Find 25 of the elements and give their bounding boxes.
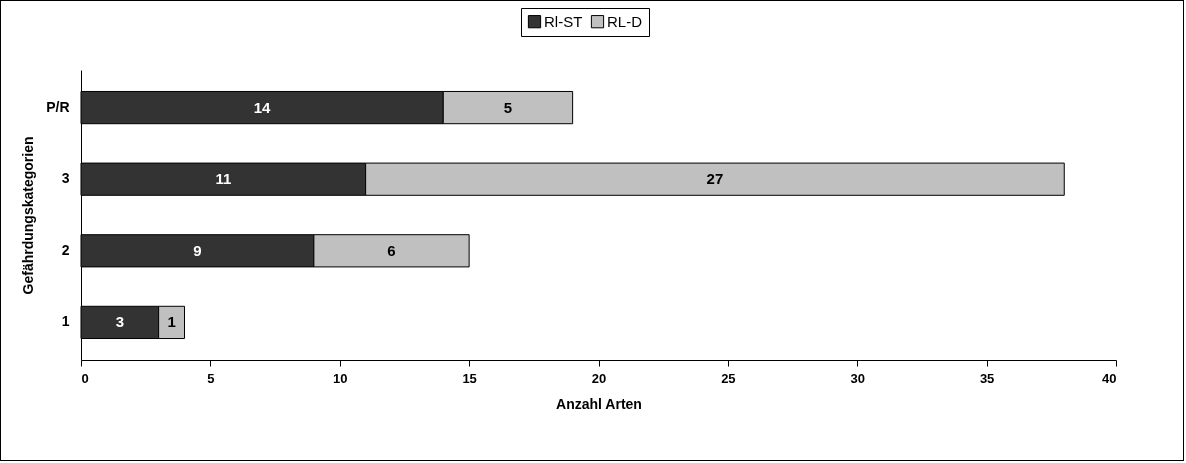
legend-label: RL-D [607, 12, 643, 30]
x-tick-label: 0 [81, 370, 89, 386]
data-label: 3 [115, 313, 124, 331]
y-tick-label: 1 [61, 313, 70, 330]
y-tick-label: 3 [61, 170, 70, 187]
legend-label: Rl-ST [544, 12, 583, 30]
data-label: 11 [215, 170, 232, 188]
y-tick-label: P/R [46, 98, 70, 115]
data-label: 27 [706, 170, 724, 188]
x-tick-label: 15 [462, 370, 477, 386]
data-label: 1 [167, 313, 176, 331]
data-label: 5 [503, 98, 513, 116]
x-tick-label: 5 [207, 370, 215, 386]
y-axis-title: Gefährdungskategorien [20, 136, 37, 295]
x-tick-label: 35 [979, 370, 995, 386]
x-axis-title: Anzahl Arten [556, 395, 642, 412]
data-label: 9 [193, 241, 202, 259]
x-tick-label: 40 [1102, 370, 1117, 386]
x-tick-label: 30 [850, 370, 865, 386]
y-tick-label: 2 [61, 241, 70, 258]
data-label: 6 [387, 241, 396, 259]
x-tick-label: 20 [591, 370, 607, 386]
x-tick-label: 25 [721, 370, 736, 386]
data-label: 14 [253, 98, 272, 116]
x-tick-label: 10 [333, 370, 348, 386]
